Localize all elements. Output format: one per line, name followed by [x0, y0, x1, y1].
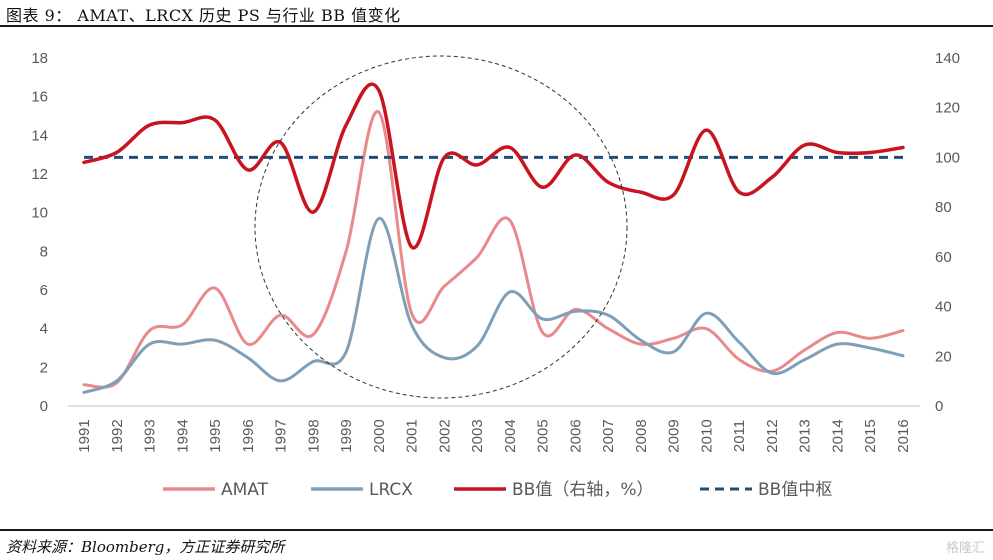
x-tick-label: 2013	[797, 419, 814, 452]
series-line-amat	[82, 110, 905, 389]
x-tick-label: 2008	[633, 419, 650, 452]
y-left-tick-label: 12	[31, 166, 48, 183]
y-right-tick-label: 60	[935, 249, 952, 266]
y-right-tick-label: 80	[935, 199, 952, 216]
y-left-tick-label: 16	[31, 89, 48, 106]
x-tick-label: 2004	[502, 419, 519, 452]
y-left-tick-label: 14	[31, 127, 48, 144]
legend-label: BB值中枢	[758, 480, 832, 500]
y-left-tick-label: 0	[40, 398, 48, 415]
y-right-tick-label: 100	[935, 149, 960, 166]
x-tick-label: 1999	[338, 419, 355, 452]
y-left-tick-label: 10	[31, 205, 48, 222]
x-tick-label: 2000	[371, 419, 388, 452]
x-tick-label: 2016	[895, 419, 912, 452]
x-tick-label: 2001	[404, 419, 421, 452]
x-tick-label: 1998	[305, 419, 322, 452]
chart-title: 图表 9： AMAT、LRCX 历史 PS 与行业 BB 值变化	[6, 6, 401, 25]
x-tick-label: 2011	[731, 420, 748, 452]
x-tick-label: 1996	[240, 419, 257, 452]
x-tick-label: 1993	[142, 419, 159, 452]
x-tick-label: 2003	[469, 419, 486, 452]
legend-label: LRCX	[369, 480, 413, 500]
y-right-tick-label: 40	[935, 299, 952, 316]
x-tick-label: 2006	[567, 419, 584, 452]
x-tick-label: 2005	[535, 419, 552, 452]
y-right-tick-label: 20	[935, 348, 952, 365]
y-left-tick-label: 2	[40, 359, 48, 376]
y-left-tick-label: 8	[40, 243, 48, 260]
x-tick-label: 2014	[829, 419, 846, 452]
source-note: 资料来源：Bloomberg，方正证券研究所	[6, 538, 285, 556]
y-left-tick-label: 4	[40, 321, 48, 338]
x-tick-label: 1994	[174, 419, 191, 452]
x-tick-label: 1992	[109, 419, 126, 452]
x-tick-label: 1991	[76, 419, 93, 452]
x-tick-label: 2009	[666, 419, 683, 452]
highlight-ellipse	[254, 55, 628, 399]
y-right-tick-label: 0	[935, 398, 943, 415]
watermark-logo: 格隆汇	[945, 541, 985, 556]
y-left-tick-label: 6	[40, 282, 48, 299]
legend-label: AMAT	[221, 480, 269, 500]
x-tick-label: 2015	[862, 419, 879, 452]
source-divider	[0, 529, 993, 531]
x-tick-label: 2010	[698, 419, 715, 452]
title-divider	[0, 25, 993, 27]
x-tick-label: 1997	[273, 419, 290, 452]
x-tick-label: 2012	[764, 419, 781, 452]
x-tick-label: 2002	[436, 419, 453, 452]
series-line-lrcx	[82, 216, 905, 394]
x-tick-label: 1995	[207, 419, 224, 452]
y-right-tick-label: 140	[935, 50, 960, 67]
y-right-tick-label: 120	[935, 100, 960, 117]
x-tick-label: 2007	[600, 419, 617, 452]
series-line-bb	[82, 82, 905, 250]
y-left-tick-label: 18	[31, 50, 48, 67]
legend-label: BB值（右轴，%）	[512, 480, 653, 500]
